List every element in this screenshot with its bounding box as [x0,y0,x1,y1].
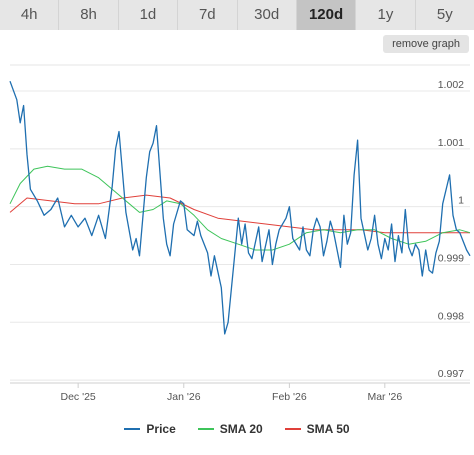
x-tick-label: Jan '26 [167,391,201,403]
tab-30d[interactable]: 30d [237,0,297,30]
x-tick-label: Dec '25 [61,391,96,403]
timeframe-tabs: 4h 8h 1d 7d 30d 120d 1y 5y [0,0,474,30]
tab-120d[interactable]: 120d [296,0,357,30]
legend-label-sma20: SMA 20 [219,422,263,436]
legend-item-sma20[interactable]: SMA 20 [197,422,263,436]
y-tick-label: 0.997 [438,368,464,380]
y-tick-label: 0.999 [438,252,464,264]
sma50-line [9,194,470,234]
y-tick-label: 1 [458,195,464,207]
legend-item-price[interactable]: Price [124,422,176,436]
legend-item-sma50[interactable]: SMA 50 [284,422,350,436]
tab-1d[interactable]: 1d [118,0,179,30]
legend-label-price: Price [146,422,176,436]
legend-swatch-price [124,428,141,430]
chart-legend: Price SMA 20 SMA 50 [0,420,474,438]
tab-8h[interactable]: 8h [59,0,119,30]
legend-swatch-sma50 [284,428,301,430]
y-tick-label: 1.002 [438,79,464,91]
y-tick-label: 0.998 [438,310,464,322]
tab-4h[interactable]: 4h [0,0,60,30]
tab-5y[interactable]: 5y [415,0,474,30]
x-tick-label: Feb '26 [272,391,307,403]
x-tick-label: Mar '26 [367,391,402,403]
y-tick-label: 1.001 [438,137,464,149]
price-chart: 0.997 0.998 0.999 1 1.001 1.002 Dec '25 Jan '26… [9,64,471,403]
legend-label-sma50: SMA 50 [306,422,350,436]
tab-7d[interactable]: 7d [178,0,238,30]
tab-1y[interactable]: 1y [356,0,416,30]
price-line [9,80,471,335]
sma20-line [9,165,471,251]
legend-swatch-sma20 [197,428,214,430]
remove-graph-button[interactable]: remove graph [383,35,469,53]
